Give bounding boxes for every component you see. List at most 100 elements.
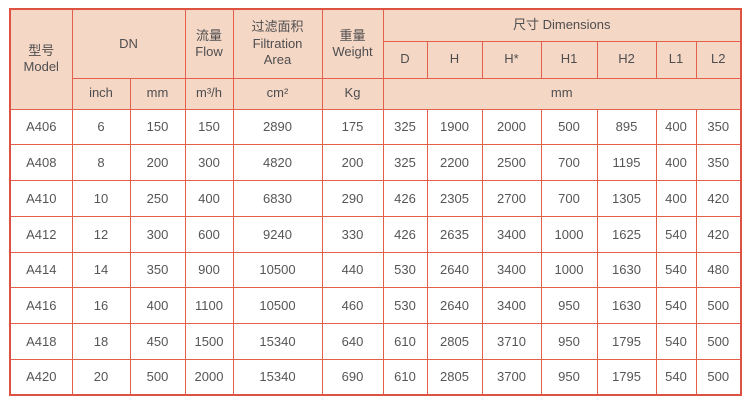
cell-h1: 700 — [540, 180, 598, 217]
cell-dn-mm: 450 — [129, 323, 186, 360]
unit-dimensions-mm: mm — [382, 77, 742, 110]
cell-dn-inch: 6 — [71, 108, 131, 146]
cell-area: 2890 — [232, 108, 323, 146]
cell-weight: 690 — [321, 358, 384, 396]
cell-dn-inch: 8 — [71, 144, 131, 181]
cell-h: 2200 — [426, 144, 483, 181]
cell-weight: 460 — [321, 287, 384, 324]
cell-l2: 500 — [695, 358, 742, 396]
cell-flow: 600 — [184, 215, 234, 253]
unit-inch: inch — [71, 77, 131, 110]
table-row: A406 6 150 150 2890 175 325 1900 2000 50… — [9, 108, 742, 146]
cell-l2: 500 — [695, 287, 742, 324]
col-header-flow: 流量 Flow — [184, 8, 234, 79]
cell-dn-mm: 150 — [129, 108, 186, 146]
col-header-dim-l2: L2 — [695, 40, 742, 79]
cell-dn-inch: 16 — [71, 287, 131, 324]
cell-model: A418 — [9, 323, 73, 360]
cell-hstar: 2700 — [481, 180, 542, 217]
cell-d: 325 — [382, 108, 428, 146]
cell-area: 6830 — [232, 180, 323, 217]
cell-l1: 540 — [655, 358, 697, 396]
cell-dn-inch: 14 — [71, 251, 131, 289]
cell-dn-inch: 18 — [71, 323, 131, 360]
col-header-dn: DN — [71, 8, 186, 79]
table-row: A408 8 200 300 4820 200 325 2200 2500 70… — [9, 144, 742, 181]
cell-h2: 1795 — [596, 323, 657, 360]
cell-d: 530 — [382, 287, 428, 324]
col-header-dim-hstar: H* — [481, 40, 542, 79]
cell-area: 15340 — [232, 358, 323, 396]
cell-hstar: 3710 — [481, 323, 542, 360]
cell-area: 10500 — [232, 251, 323, 289]
cell-l2: 420 — [695, 180, 742, 217]
cell-h1: 950 — [540, 287, 598, 324]
cell-area: 15340 — [232, 323, 323, 360]
cell-flow: 2000 — [184, 358, 234, 396]
cell-dn-mm: 300 — [129, 215, 186, 253]
col-header-dim-l1: L1 — [655, 40, 697, 79]
col-header-filtration-area: 过滤面积 Filtration Area — [232, 8, 323, 79]
cell-h2: 1630 — [596, 251, 657, 289]
cell-model: A410 — [9, 180, 73, 217]
cell-l2: 480 — [695, 251, 742, 289]
cell-h1: 1000 — [540, 215, 598, 253]
cell-l1: 540 — [655, 251, 697, 289]
unit-mm: mm — [129, 77, 186, 110]
cell-d: 325 — [382, 144, 428, 181]
cell-area: 9240 — [232, 215, 323, 253]
cell-h: 2305 — [426, 180, 483, 217]
cell-flow: 900 — [184, 251, 234, 289]
cell-d: 610 — [382, 358, 428, 396]
cell-weight: 330 — [321, 215, 384, 253]
cell-l1: 400 — [655, 144, 697, 181]
cell-weight: 175 — [321, 108, 384, 146]
col-header-model: 型号 Model — [9, 8, 73, 110]
cell-d: 426 — [382, 180, 428, 217]
cell-l1: 400 — [655, 108, 697, 146]
col-header-dim-h1: H1 — [540, 40, 598, 79]
cell-h2: 1625 — [596, 215, 657, 253]
cell-dn-mm: 350 — [129, 251, 186, 289]
unit-weight: Kg — [321, 77, 384, 110]
cell-h: 2635 — [426, 215, 483, 253]
cell-h2: 895 — [596, 108, 657, 146]
cell-dn-mm: 400 — [129, 287, 186, 324]
cell-l2: 350 — [695, 144, 742, 181]
cell-flow: 1500 — [184, 323, 234, 360]
cell-dn-mm: 500 — [129, 358, 186, 396]
unit-area: cm² — [232, 77, 323, 110]
cell-model: A406 — [9, 108, 73, 146]
cell-h1: 1000 — [540, 251, 598, 289]
cell-h1: 950 — [540, 323, 598, 360]
table-row: A414 14 350 900 10500 440 530 2640 3400 … — [9, 251, 742, 289]
cell-flow: 1100 — [184, 287, 234, 324]
cell-l2: 500 — [695, 323, 742, 360]
spec-table: 型号 Model DN 流量 Flow 过滤面积 Filtration Area… — [9, 8, 742, 396]
cell-l1: 540 — [655, 287, 697, 324]
cell-h: 2640 — [426, 287, 483, 324]
cell-area: 4820 — [232, 144, 323, 181]
cell-dn-inch: 10 — [71, 180, 131, 217]
cell-h: 1900 — [426, 108, 483, 146]
cell-h: 2805 — [426, 323, 483, 360]
cell-dn-mm: 200 — [129, 144, 186, 181]
cell-weight: 290 — [321, 180, 384, 217]
cell-l1: 400 — [655, 180, 697, 217]
table-row: A412 12 300 600 9240 330 426 2635 3400 1… — [9, 215, 742, 253]
cell-d: 610 — [382, 323, 428, 360]
table-row: A420 20 500 2000 15340 690 610 2805 3700… — [9, 358, 742, 396]
col-header-weight: 重量 Weight — [321, 8, 384, 79]
cell-h: 2640 — [426, 251, 483, 289]
cell-model: A420 — [9, 358, 73, 396]
cell-flow: 300 — [184, 144, 234, 181]
cell-hstar: 3400 — [481, 251, 542, 289]
cell-hstar: 3700 — [481, 358, 542, 396]
cell-hstar: 3400 — [481, 215, 542, 253]
cell-h2: 1195 — [596, 144, 657, 181]
cell-model: A416 — [9, 287, 73, 324]
cell-model: A412 — [9, 215, 73, 253]
cell-l1: 540 — [655, 323, 697, 360]
cell-d: 530 — [382, 251, 428, 289]
